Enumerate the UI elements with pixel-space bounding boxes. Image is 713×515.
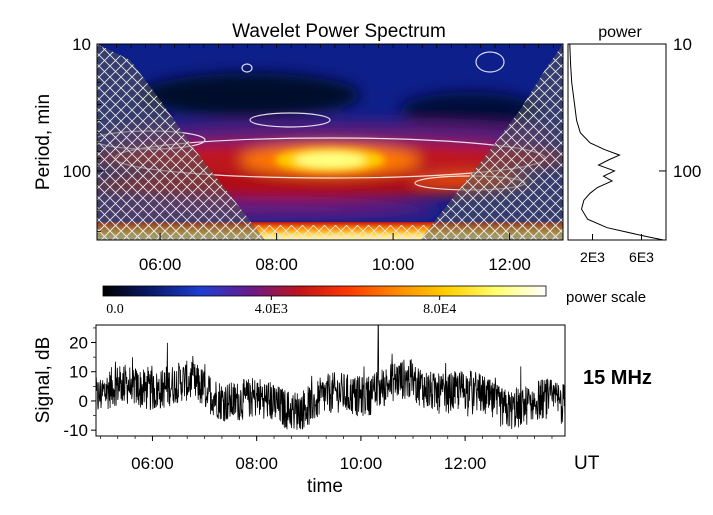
- signal-y-axis: -10 0 10 20: [63, 327, 96, 440]
- wps-dark-blob: [400, 92, 540, 128]
- power-y-tick-label: 100: [673, 162, 701, 181]
- wps-y-axis: 10 100: [63, 35, 105, 232]
- colorbar-tick-label: 8.0E4: [423, 302, 456, 317]
- wps-heatmap: [97, 44, 563, 240]
- power-y-tick-label: 10: [673, 35, 692, 54]
- significance-contour: [241, 63, 253, 73]
- y-tick-label: 100: [63, 162, 91, 181]
- signal-x-tick-label: 10:00: [340, 454, 383, 473]
- cone-of-influence-left: [97, 44, 265, 240]
- signal-x-label: time: [307, 476, 343, 497]
- signal-x-tick-label: 12:00: [444, 454, 487, 473]
- y-tick-label: 10: [72, 35, 91, 54]
- signal-x-tick-label: 08:00: [235, 454, 278, 473]
- colorbar-tick-label: 4.0E3: [255, 302, 288, 317]
- signal-y-tick-label: 20: [69, 334, 88, 353]
- signal-x-axis: 06:00 08:00 10:00 12:00: [99, 436, 553, 473]
- power-x-axis: 2E3 6E3: [580, 234, 654, 265]
- wps-minor-ticks: [101, 44, 554, 48]
- power-y-axis: 10 100: [659, 35, 701, 181]
- signal-y-tick-label: -10: [63, 421, 88, 440]
- signal-y-tick-label: 0: [79, 392, 88, 411]
- signal-y-tick-label: 10: [69, 363, 88, 382]
- signal-x-unit: UT: [574, 453, 600, 474]
- cone-of-influence-bottom: [97, 225, 563, 240]
- power-title: power: [598, 24, 642, 41]
- colorbar-tick-label: 0.0: [106, 302, 124, 317]
- power-frame: [567, 43, 667, 241]
- signal-trace: [96, 325, 565, 430]
- wps-title: Wavelet Power Spectrum: [232, 21, 446, 42]
- cone-of-influence-right: [420, 44, 563, 240]
- x-tick-label: 06:00: [139, 255, 182, 274]
- colorbar-ticks: 0.0 4.0E3 8.0E4: [106, 296, 456, 317]
- x-tick-label: 12:00: [488, 255, 531, 274]
- significance-contour: [249, 112, 331, 128]
- wps-dark-blob: [140, 73, 360, 117]
- significance-contour: [475, 51, 505, 73]
- wps-x-axis: 06:00 08:00 10:00 12:00: [139, 233, 531, 274]
- power-x-tick-label: 6E3: [629, 249, 654, 265]
- colorbar-label: power scale: [566, 289, 646, 306]
- signal-y-label: Signal, dB: [33, 337, 54, 424]
- wps-purple-band: [100, 121, 560, 149]
- power-x-tick-label: 2E3: [580, 249, 605, 265]
- colorbar: [102, 285, 547, 297]
- signal-x-tick-label: 06:00: [131, 454, 174, 473]
- x-tick-label: 10:00: [372, 255, 415, 274]
- wps-y-label: Period, min: [33, 94, 54, 190]
- frequency-annotation: 15 MHz: [583, 367, 652, 389]
- x-tick-label: 08:00: [255, 255, 298, 274]
- global-power-curve: [569, 43, 664, 241]
- wps-white-core: [295, 152, 365, 168]
- wps-frame: [96, 43, 564, 241]
